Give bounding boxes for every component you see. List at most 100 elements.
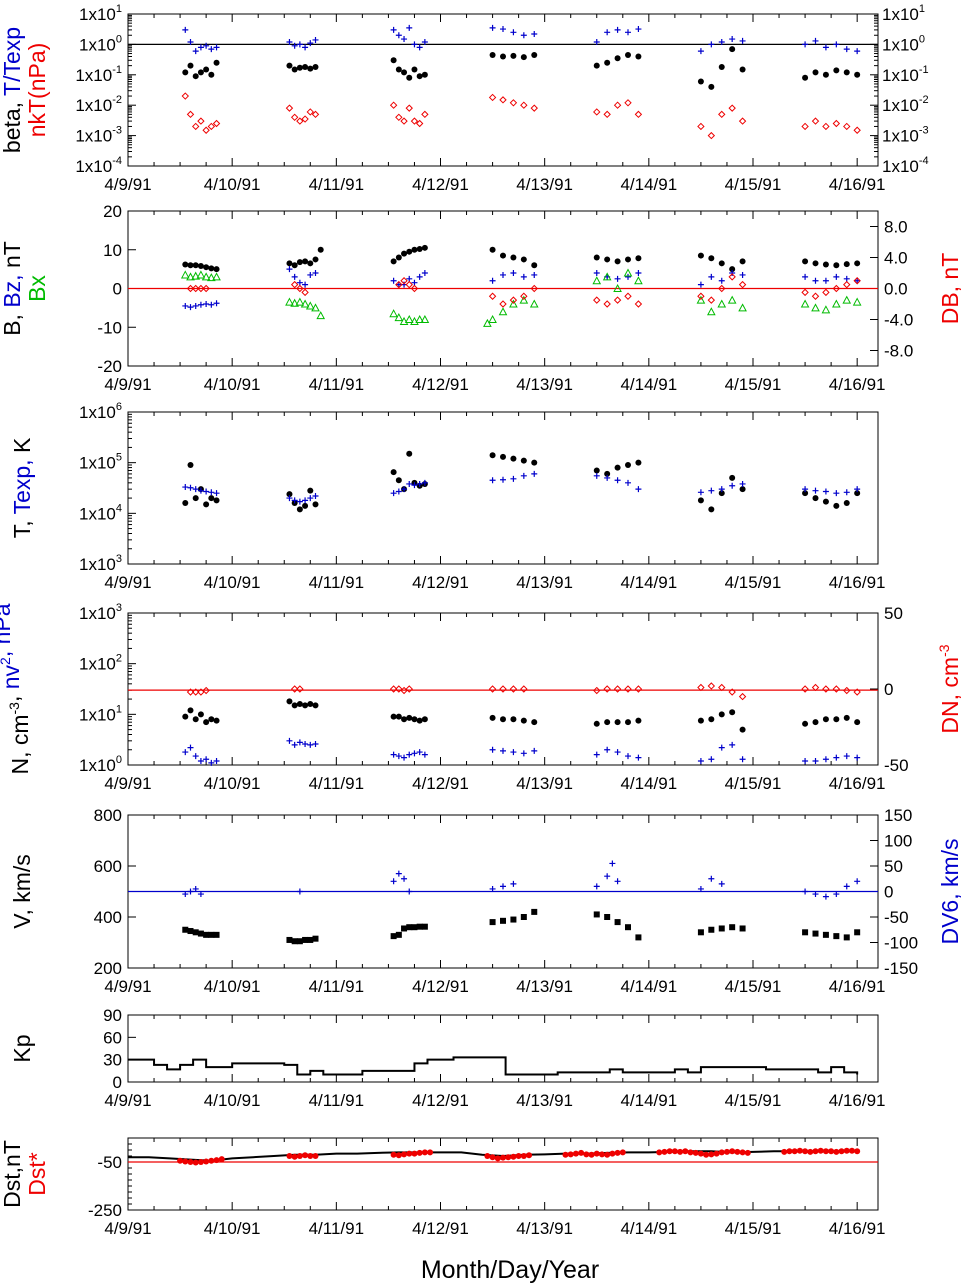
data-point <box>822 716 829 723</box>
data-point <box>801 288 809 297</box>
data-point <box>206 273 216 282</box>
x-tick-label: 4/12/91 <box>412 977 469 996</box>
y-axis-label: Dst,nT <box>0 1140 25 1208</box>
label-part: B, <box>0 308 25 336</box>
data-point <box>624 292 632 300</box>
data-point <box>182 69 189 76</box>
data-point <box>296 64 303 71</box>
panels-group: 4/9/91 4/10/91 4/11/91 4/12/91 4/13/91 4/14/9… <box>0 3 963 1238</box>
data-point <box>213 497 220 504</box>
data-point <box>802 888 809 895</box>
data-point <box>296 506 303 513</box>
data-point <box>395 713 402 720</box>
data-point <box>718 925 725 932</box>
plot-frame <box>127 1137 879 1211</box>
label-part: V, km/s <box>9 854 35 929</box>
x-tick-label: 4/16/91 <box>829 175 886 194</box>
data-point <box>186 688 195 696</box>
data-point <box>729 46 736 53</box>
data-point <box>302 281 309 288</box>
series-temperature-blue <box>182 470 861 505</box>
label-part: DV6, km/s <box>937 838 963 944</box>
panel-velocity: 4/9/91 4/10/91 4/11/91 4/12/91 4/13/91 4/14/9… <box>9 806 963 996</box>
y-tick-label: 90 <box>103 1006 122 1025</box>
data-point <box>312 256 319 263</box>
data-point <box>854 260 861 267</box>
y-tick-label: -250 <box>88 1201 122 1220</box>
data-point <box>197 284 205 293</box>
x-tick-label: 4/13/91 <box>516 1219 573 1238</box>
data-point <box>291 1153 298 1160</box>
data-point <box>416 717 423 724</box>
data-point <box>489 246 496 253</box>
data-point <box>197 301 204 308</box>
data-point <box>744 1149 751 1156</box>
x-tick-label: 4/14/91 <box>620 977 677 996</box>
data-point <box>201 272 211 281</box>
data-point <box>854 929 861 936</box>
data-point <box>399 316 409 325</box>
data-point <box>520 32 527 39</box>
data-point <box>405 685 413 693</box>
data-point <box>302 936 309 943</box>
data-point <box>708 756 715 763</box>
series-beta-blue <box>182 24 861 55</box>
y-tick-label: 200 <box>94 959 122 978</box>
data-point <box>848 1147 855 1154</box>
tick-mantissa: 1x10 <box>75 157 112 176</box>
data-point <box>415 314 425 323</box>
data-point <box>800 299 810 308</box>
data-point <box>395 477 402 484</box>
data-point <box>489 51 496 58</box>
data-point <box>593 472 600 479</box>
data-point <box>416 245 423 252</box>
data-point <box>316 311 326 320</box>
data-point <box>208 265 215 272</box>
data-point <box>192 929 199 936</box>
data-point <box>515 1153 522 1159</box>
data-point <box>312 501 319 508</box>
data-point <box>833 67 840 74</box>
data-point <box>812 69 819 76</box>
data-point <box>489 919 496 926</box>
data-point <box>411 1150 418 1157</box>
data-point <box>213 44 220 51</box>
data-point <box>708 926 715 933</box>
x-tick-label: 4/15/91 <box>725 1219 782 1238</box>
data-point <box>182 926 189 933</box>
data-point <box>410 117 419 125</box>
data-point <box>505 1154 512 1161</box>
data-point <box>181 92 189 100</box>
data-point <box>291 262 298 269</box>
data-point <box>182 499 189 506</box>
data-point <box>390 490 397 497</box>
data-point <box>604 29 611 36</box>
x-tick-label: 4/13/91 <box>516 175 573 194</box>
y2-tick-label: -50 <box>884 908 909 927</box>
data-point <box>411 279 418 286</box>
y2-axis-label: DV6, km/s <box>937 838 963 944</box>
data-point <box>395 281 402 288</box>
data-point <box>420 314 430 323</box>
data-point <box>625 273 631 280</box>
x-tick-label: 4/10/91 <box>204 977 261 996</box>
data-point <box>843 499 850 506</box>
data-point <box>614 719 621 726</box>
x-tick-label: 4/15/91 <box>725 573 782 592</box>
data-point <box>208 716 215 723</box>
data-point <box>415 119 424 128</box>
data-point <box>708 506 715 513</box>
data-point <box>531 719 538 726</box>
data-point <box>817 1147 824 1154</box>
data-point <box>843 69 850 76</box>
data-point <box>531 51 538 58</box>
data-point <box>854 754 861 761</box>
y-right-tick-label: 1x10-1 <box>882 64 929 85</box>
data-point <box>187 461 194 468</box>
data-point <box>843 46 850 53</box>
data-point <box>500 1154 506 1161</box>
label-part: Bx <box>24 275 50 302</box>
data-point <box>192 688 200 696</box>
data-point <box>498 307 508 316</box>
data-point <box>187 888 194 895</box>
